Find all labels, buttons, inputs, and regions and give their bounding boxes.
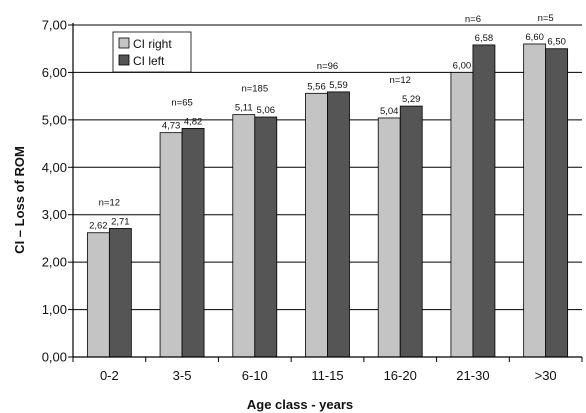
n-label: n=12 xyxy=(390,75,411,86)
axes: 0,00 1,00 2,00 3,00 4,00 5,00 6,00 7,00 0-2 3-5 6-… xyxy=(42,18,583,383)
data-label: 6,58 xyxy=(475,33,494,44)
y-tick-label: 1,00 xyxy=(42,302,67,317)
bar-ci-right xyxy=(305,92,328,358)
data-label: 2,71 xyxy=(111,216,130,227)
data-label: 2,62 xyxy=(89,221,108,232)
y-tick-label: 2,00 xyxy=(42,255,67,270)
data-label: 6,60 xyxy=(525,32,544,43)
bar-ci-right xyxy=(450,72,474,358)
data-label: 5,29 xyxy=(402,94,421,105)
legend-label: CI right xyxy=(133,37,172,51)
data-label: 4,73 xyxy=(162,121,181,132)
data-label: 5,56 xyxy=(307,81,326,92)
n-label: n=96 xyxy=(317,61,338,72)
legend-swatch xyxy=(118,37,130,49)
bar-ci-left xyxy=(472,44,496,358)
bar-ci-left xyxy=(254,116,278,358)
y-tick-label: 7,00 xyxy=(42,18,67,33)
legend-label: CI left xyxy=(133,54,165,68)
data-label: 5,06 xyxy=(257,105,276,116)
bar-ci-left xyxy=(181,127,205,358)
bar-ci-right xyxy=(86,232,110,358)
y-tick-label: 4,00 xyxy=(42,160,67,175)
n-label: n=65 xyxy=(171,97,192,108)
n-label: n=185 xyxy=(241,84,268,95)
x-tick-label: 3-5 xyxy=(173,368,192,383)
y-tick-label: 5,00 xyxy=(42,112,67,127)
x-tick-label: >30 xyxy=(535,368,557,383)
y-tick-label: 0,00 xyxy=(42,350,67,365)
data-label: 4,82 xyxy=(184,116,203,127)
bar-ci-left xyxy=(399,105,423,358)
data-label: 6,50 xyxy=(547,37,566,48)
legend: CI right CI left xyxy=(112,31,192,73)
x-tick-label: 6-10 xyxy=(242,368,268,383)
bar-ci-right xyxy=(377,117,401,358)
n-label: n=12 xyxy=(99,197,120,208)
bar-ci-right xyxy=(523,43,547,358)
labels: 2,62 2,71 n=12 4,73 4,82 n=65 5,11 5,06 n=185 5,5… xyxy=(89,13,566,232)
n-label: n=5 xyxy=(538,13,554,24)
bar-ci-right xyxy=(232,114,256,358)
data-label: 6,00 xyxy=(453,60,472,71)
x-tick-label: 0-2 xyxy=(100,368,119,383)
x-tick-label: 21-30 xyxy=(456,368,489,383)
data-label: 5,11 xyxy=(235,103,253,114)
x-tick-label: 16-20 xyxy=(384,368,417,383)
data-label: 5,04 xyxy=(380,106,399,117)
x-axis-title: Age class - years xyxy=(247,397,353,412)
n-label: n=6 xyxy=(465,14,481,25)
bar-ci-left xyxy=(545,48,569,358)
y-tick-label: 6,00 xyxy=(42,65,67,80)
x-tick-label: 11-15 xyxy=(311,368,343,383)
bars xyxy=(86,43,569,358)
y-axis-title: CI – Loss of ROM xyxy=(12,146,27,254)
y-tick-label: 3,00 xyxy=(42,207,67,222)
data-label: 5,59 xyxy=(329,80,348,91)
bar-ci-right xyxy=(159,132,183,358)
bar-ci-left xyxy=(108,228,132,358)
legend-swatch xyxy=(118,54,130,66)
bar-ci-left xyxy=(327,91,350,358)
